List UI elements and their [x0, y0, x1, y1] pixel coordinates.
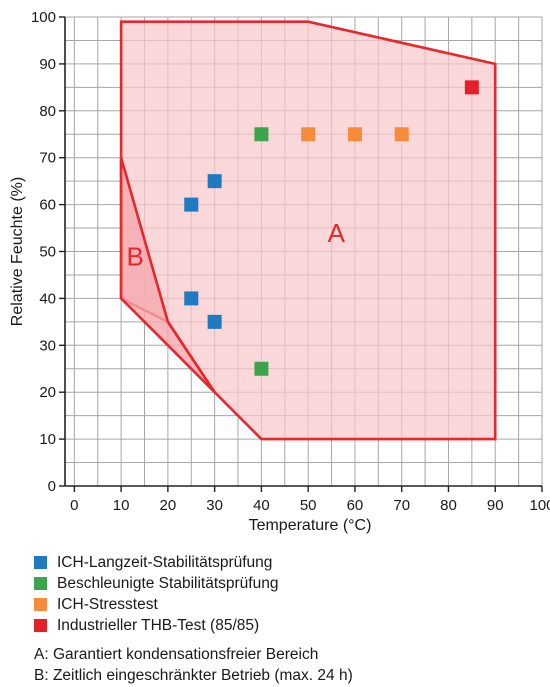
- legend-label: Beschleunigte Stabilitätsprüfung: [57, 574, 279, 592]
- y-tick-label: 50: [39, 244, 56, 261]
- legend-label: ICH-Langzeit-Stabilitätsprüfung: [57, 553, 273, 571]
- note-region-b: B: Zeitlich eingeschränkter Betrieb (max…: [34, 667, 353, 684]
- region-b: [119, 157, 216, 394]
- x-axis-label: Temperature (°C): [249, 517, 372, 534]
- legend-item: Beschleunigte Stabilitätsprüfung: [34, 573, 278, 594]
- data-point: [207, 174, 222, 189]
- legend-swatch-long-term: [34, 556, 47, 569]
- x-tick-label: 60: [347, 497, 364, 514]
- y-axis-label: Relative Feuchte (%): [9, 177, 26, 326]
- note-region-a: A: Garantiert kondensationsfreier Bereic…: [34, 646, 319, 663]
- legend: ICH-Langzeit-Stabilitätsprüfung Beschleu…: [34, 552, 278, 636]
- x-tick-label: 0: [70, 497, 78, 514]
- x-tick-label: 80: [440, 497, 457, 514]
- y-tick-label: 10: [39, 431, 56, 448]
- legend-label: Industrieller THB-Test (85/85): [57, 616, 260, 634]
- y-tick-label: 30: [39, 337, 56, 354]
- legend-item: Industrieller THB-Test (85/85): [34, 615, 278, 636]
- x-tick-label: 100: [529, 497, 550, 514]
- y-tick-label: 60: [39, 197, 56, 214]
- data-point: [464, 80, 479, 95]
- region-label-b: B: [126, 242, 143, 272]
- data-point: [254, 127, 269, 142]
- legend-item: ICH-Langzeit-Stabilitätsprüfung: [34, 552, 278, 573]
- y-tick-label: 40: [39, 290, 56, 307]
- x-tick-label: 70: [393, 497, 410, 514]
- data-point: [394, 127, 409, 142]
- y-tick-label: 0: [48, 478, 56, 495]
- chart: A B 0 10 20 30 40 50 60 70 80 90 100 0 10 20 30 40 50 60 70 8…: [9, 9, 550, 534]
- legend-swatch-thb: [34, 619, 47, 632]
- data-point: [301, 127, 316, 142]
- x-tick-label: 20: [160, 497, 177, 514]
- x-tick-label: 50: [300, 497, 317, 514]
- data-point: [184, 291, 199, 306]
- data-point: [184, 197, 199, 212]
- legend-swatch-accelerated: [34, 577, 47, 590]
- y-tick-label: 20: [39, 384, 56, 401]
- y-tick-label: 90: [39, 56, 56, 73]
- x-tick-label: 40: [253, 497, 270, 514]
- y-tick-label: 80: [39, 103, 56, 120]
- y-tick-label: 70: [39, 150, 56, 167]
- x-tick-label: 30: [206, 497, 223, 514]
- x-tick-label: 10: [113, 497, 130, 514]
- x-tick-label: 90: [487, 497, 504, 514]
- legend-swatch-stress: [34, 598, 47, 611]
- data-point: [207, 314, 222, 329]
- legend-label: ICH-Stresstest: [57, 595, 158, 613]
- region-notes: A: Garantiert kondensationsfreier Bereic…: [34, 644, 353, 686]
- region-label-a: A: [328, 218, 346, 248]
- legend-item: ICH-Stresstest: [34, 594, 278, 615]
- data-point: [254, 361, 269, 376]
- data-point: [347, 127, 362, 142]
- y-tick-label: 100: [31, 9, 56, 26]
